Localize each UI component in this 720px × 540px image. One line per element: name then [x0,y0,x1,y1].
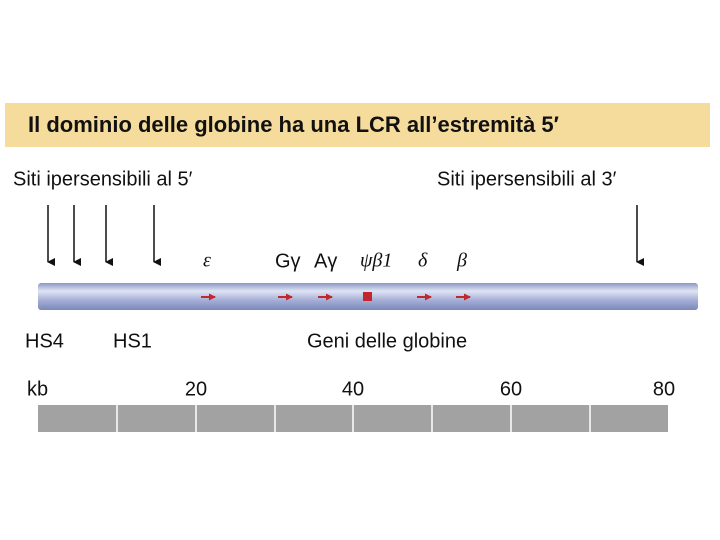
scale-unit: kb [27,378,48,400]
gene-label: ψβ1 [360,250,392,272]
sites-5-label: Siti ipersensibili al 5′ [13,168,193,190]
hs-label: HS1 [113,330,152,352]
hs-label: HS4 [25,330,64,352]
genes-caption: Geni delle globine [307,330,467,352]
gene-label: Gγ [275,250,301,272]
gene-label: ε [203,250,211,272]
title-band [5,103,710,147]
sites-3-label: Siti ipersensibili al 3′ [437,168,617,190]
scale-tick: 40 [342,378,364,400]
pseudogene-mark [363,292,372,301]
title: Il dominio delle globine ha una LCR all’… [28,112,559,137]
scale-tick: 20 [185,378,207,400]
gene-label: β [456,250,467,272]
gene-label: δ [418,250,428,272]
scale-dividers [116,405,591,432]
scale-tick: 60 [500,378,522,400]
gene-label: Aγ [314,250,337,272]
hs-arrows [47,205,644,266]
scale-tick: 80 [653,378,675,400]
